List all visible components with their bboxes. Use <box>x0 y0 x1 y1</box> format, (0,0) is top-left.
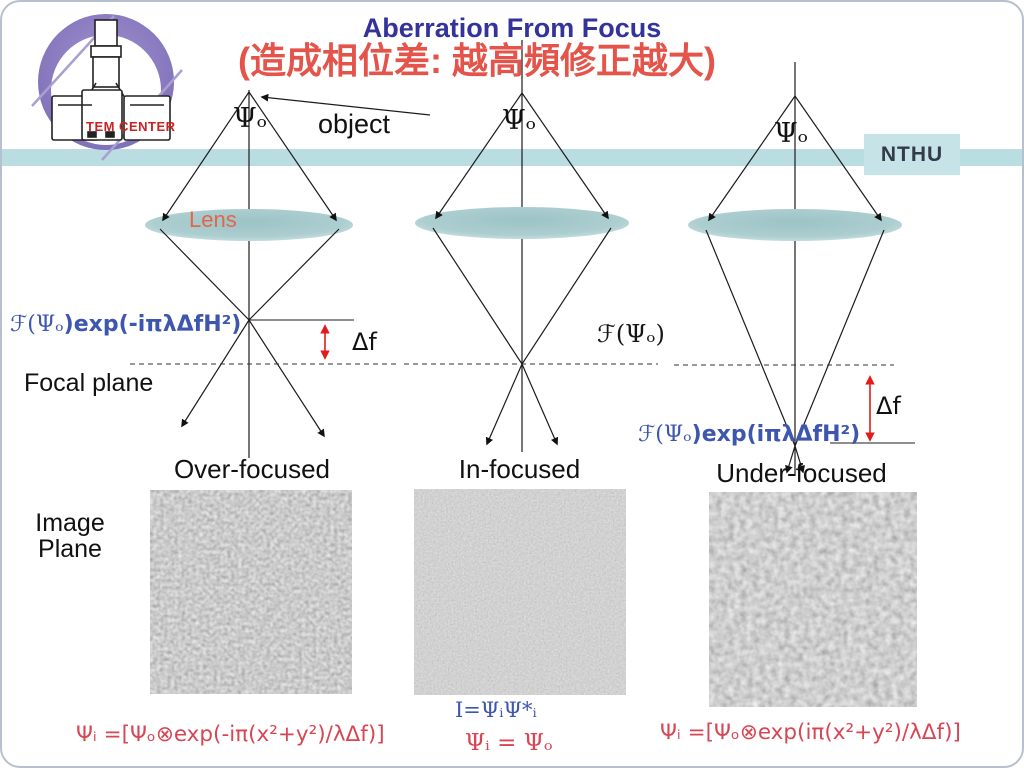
fourier-rest-part: ) <box>655 320 665 348</box>
lens-label: Lens <box>189 207 237 232</box>
tem-center-logo <box>31 14 183 161</box>
lens-ellipse <box>145 209 353 241</box>
tem-image-in-focused <box>414 489 626 700</box>
fourier-rest-part: )exp(-iπλΔfH²) <box>63 312 242 337</box>
image-formula-in: Ψᵢ = Ψₒ <box>465 730 553 756</box>
object-label: object <box>318 109 391 139</box>
page-title: Aberration From Focus <box>362 13 662 43</box>
fourier-formula-under: ℱ(Ψₒ)exp(iπλΔfH²) <box>638 422 860 446</box>
image-plane-label: Image Plane <box>35 509 105 564</box>
tem-image-under-focused <box>709 492 917 712</box>
fourier-script-part: ℱ(Ψₒ <box>638 422 692 447</box>
fourier-formula-in: ℱ(Ψₒ) <box>597 320 665 348</box>
caption-in-focused: In-focused <box>458 454 581 484</box>
microscope-drawing <box>51 19 171 141</box>
fourier-script-part: ℱ(Ψₒ <box>597 320 656 348</box>
defocus-label-under: Δf <box>876 392 901 420</box>
fourier-rest-part: )exp(iπλΔfH²) <box>691 422 861 447</box>
fourier-script-part: ℱ(Ψₒ <box>10 312 64 337</box>
intensity-formula: I=ΨᵢΨ*ᵢ <box>455 698 537 722</box>
nthu-label: NTHU <box>880 142 944 166</box>
psi-object-label-in: Ψₒ <box>502 105 537 136</box>
page-subtitle: (造成相位差: 越高頻修正越大) <box>238 40 716 81</box>
tem-image-over-focused <box>150 490 352 699</box>
lens-ellipse <box>415 207 629 239</box>
lens-ellipse <box>688 209 902 241</box>
psi-object-label-under: Ψₒ <box>774 118 809 149</box>
fourier-formula-over: ℱ(Ψₒ)exp(-iπλΔfH²) <box>10 312 241 336</box>
caption-under-focused: Under-focused <box>716 458 887 488</box>
in-focused-diagram <box>404 40 658 452</box>
logo-caption: TEM CENTER <box>86 119 176 134</box>
psi-object-label-over: Ψₒ <box>233 103 268 134</box>
image-formula-over: Ψᵢ =[Ψₒ⊗exp(-iπ(x²+y²)/λΔf)] <box>76 722 385 747</box>
caption-over-focused: Over-focused <box>173 454 331 484</box>
defocus-label-over: Δf <box>352 328 377 356</box>
image-formula-under: Ψᵢ =[Ψₒ⊗exp(iπ(x²+y²)/λΔf)] <box>660 720 961 745</box>
nthu-badge: NTHU <box>864 134 960 175</box>
focal-plane-label: Focal plane <box>24 369 154 397</box>
